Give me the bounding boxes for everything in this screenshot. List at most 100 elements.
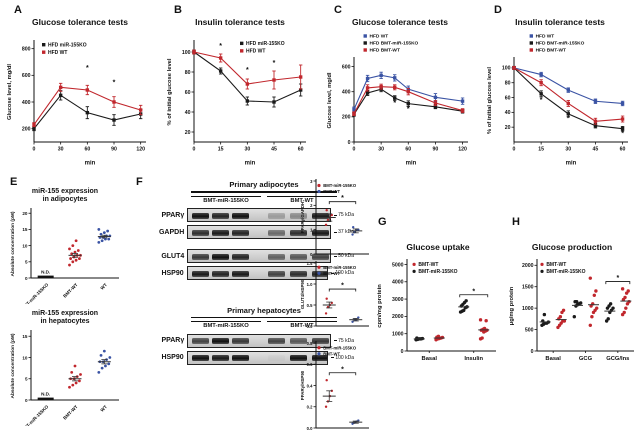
- blot-band: [232, 253, 250, 260]
- svg-text:N.D.: N.D.: [41, 392, 50, 397]
- svg-text:600: 600: [342, 64, 351, 70]
- svg-text:*: *: [616, 275, 619, 282]
- svg-text:BMT-miR-155KO: BMT-miR-155KO: [546, 269, 585, 275]
- pparg-hsp90-quant-plot: 0.0 0.2 0.4 0.6 0.8 PPARγ/HSP90 BMT-miR-155KO B…: [300, 340, 372, 433]
- svg-text:Basal: Basal: [545, 356, 561, 362]
- blot-band: [192, 229, 210, 236]
- svg-text:800: 800: [22, 46, 31, 52]
- blot-row-gapdh: GAPDH 37 kDa: [144, 224, 354, 241]
- insulin-tolerance-chart-b: 20 40 60 80 100 % of initial glucose level 0 15…: [164, 32, 316, 167]
- blot-band: [268, 212, 286, 219]
- mir155-hepatocytes-block: miR-155 expression in hepatocytes 0 5 10 15…: [2, 310, 128, 433]
- chart-svg: 0 5 10 15 20 Absolute concentration (pM) N.D. B…: [10, 208, 119, 311]
- svg-text:500: 500: [525, 327, 534, 333]
- svg-text:*: *: [621, 130, 624, 137]
- panel-label-d: D: [494, 4, 502, 16]
- svg-text:400: 400: [342, 89, 351, 95]
- svg-text:3000: 3000: [392, 297, 404, 303]
- svg-text:0: 0: [401, 349, 404, 355]
- svg-text:60: 60: [298, 147, 304, 153]
- chart-title-e2-line1: miR-155 expression: [31, 310, 99, 317]
- svg-text:*: *: [407, 106, 410, 113]
- svg-text:200: 200: [22, 126, 31, 132]
- svg-text:PPARγ/HSP90: PPARγ/HSP90: [300, 370, 305, 400]
- kda-tick: [330, 272, 334, 274]
- svg-text:3: 3: [310, 179, 313, 184]
- svg-text:0.8: 0.8: [307, 341, 313, 346]
- svg-text:1.0: 1.0: [307, 282, 313, 287]
- svg-text:0.4: 0.4: [307, 383, 313, 388]
- chart-svg: 200 400 600 800 Glucose level, mg/dl 0 30 60 90 1…: [7, 40, 146, 167]
- svg-text:HFD BMT-miR-155KO: HFD BMT-miR-155KO: [536, 41, 585, 47]
- svg-text:BMT-miR-155KO: BMT-miR-155KO: [323, 345, 357, 350]
- svg-text:0.5: 0.5: [307, 303, 313, 308]
- svg-text:60: 60: [620, 147, 626, 153]
- svg-text:min: min: [245, 161, 256, 167]
- blot-row-hsp90-hep: HSP90 100 kDa: [144, 349, 354, 366]
- svg-text:90: 90: [433, 147, 439, 153]
- svg-text:80: 80: [185, 70, 191, 76]
- panel-a: A Glucose tolerance tests 200 400 600 800 Gl…: [0, 0, 160, 172]
- svg-text:μg/mg protein: μg/mg protein: [509, 286, 515, 325]
- svg-text:0: 0: [348, 140, 351, 146]
- svg-text:BMT-WT: BMT-WT: [62, 282, 79, 299]
- blot-band: [232, 229, 250, 236]
- blot-col-label-wt: BMT-WT: [267, 195, 337, 204]
- chart-svg: 0 1000 2000 3000 4000 5000 cpm/mg protein Basal…: [377, 259, 496, 362]
- svg-text:PPARγ/GAPDH: PPARγ/GAPDH: [300, 202, 305, 233]
- insulin-tolerance-chart-d: 20 40 60 80 100 % of initial glucose level 0 15…: [484, 32, 636, 167]
- hepatocyte-blot-section: Primary hepatocytes BMT-miR-155KO BMT-WT…: [144, 306, 354, 367]
- glucose-tolerance-chart-a: 200 400 600 800 Glucose level, mg/dl 0 30 60 90 1…: [4, 32, 156, 167]
- chart-svg: 0 500 1000 1500 2000 μg/mg protein Basal GCG GCG…: [509, 259, 634, 362]
- svg-text:0: 0: [25, 398, 28, 403]
- svg-text:BMT-WT: BMT-WT: [323, 189, 340, 194]
- svg-text:BMT-miR-155KO: BMT-miR-155KO: [418, 269, 457, 275]
- svg-text:min: min: [85, 161, 96, 167]
- panel-label-c: C: [334, 4, 342, 16]
- chart-title-h: Glucose production: [531, 242, 613, 252]
- chart-svg: 0.0 0.2 0.4 0.6 0.8 PPARγ/HSP90 BMT-miR-155KOB…: [300, 341, 369, 431]
- svg-text:BMT-WT: BMT-WT: [323, 351, 340, 356]
- kda-label: 75 kDa: [333, 338, 354, 344]
- adipocyte-blot-section: Primary adipocytes BMT-miR-155KO BMT-WT …: [144, 180, 354, 282]
- svg-text:45: 45: [271, 147, 277, 153]
- svg-text:1500: 1500: [522, 285, 534, 291]
- svg-text:30: 30: [244, 147, 250, 153]
- svg-text:BMT-miR-155KO: BMT-miR-155KO: [20, 282, 49, 304]
- svg-text:HFD WT: HFD WT: [246, 49, 265, 55]
- western-blot-column: Primary adipocytes BMT-miR-155KO BMT-WT …: [144, 180, 354, 366]
- svg-text:% of initial glucose level: % of initial glucose level: [487, 67, 493, 134]
- blot-band: [290, 212, 308, 219]
- svg-text:WT: WT: [99, 282, 108, 291]
- svg-text:min: min: [406, 161, 417, 167]
- svg-text:0: 0: [310, 252, 313, 257]
- blot-row-pparg-adip: PPARγ 75 kDa: [144, 207, 354, 224]
- svg-text:60: 60: [185, 90, 191, 96]
- svg-text:Glucose level, mg/dl: Glucose level, mg/dl: [7, 64, 13, 120]
- svg-text:100: 100: [502, 66, 511, 72]
- divider: [191, 191, 337, 193]
- svg-text:WT: WT: [99, 404, 108, 413]
- panel-c: C Glucose tolerance tests 0 200 400 600 Gluc…: [320, 0, 480, 172]
- blot-band: [232, 212, 250, 219]
- svg-text:GCG: GCG: [579, 356, 593, 362]
- blot-column-labels: BMT-miR-155KO BMT-WT: [191, 321, 337, 329]
- svg-text:0: 0: [193, 147, 196, 153]
- svg-text:*: *: [393, 100, 396, 107]
- svg-text:Absolute concentration (pM): Absolute concentration (pM): [10, 333, 16, 398]
- blot-image: [187, 208, 331, 222]
- svg-text:100: 100: [182, 50, 191, 56]
- svg-text:1: 1: [310, 227, 313, 232]
- blot-band: [312, 212, 330, 219]
- svg-text:BMT-miR-155KO: BMT-miR-155KO: [323, 183, 357, 188]
- svg-text:0.2: 0.2: [307, 405, 313, 410]
- svg-text:HFD WT: HFD WT: [48, 50, 67, 56]
- svg-text:15: 15: [22, 227, 28, 232]
- panel-d: D Insulin tolerance tests 20 40 60 80 100 % o…: [480, 0, 640, 172]
- svg-text:0: 0: [513, 147, 516, 153]
- panel-b: B Insulin tolerance tests 20 40 60 80 100 % o…: [160, 0, 320, 172]
- kda-tick: [330, 357, 334, 358]
- svg-text:40: 40: [505, 110, 511, 116]
- mir155-hepatocytes-scatter: 0 5 10 15 Absolute concentration (pM) N.D. BMT…: [7, 328, 125, 433]
